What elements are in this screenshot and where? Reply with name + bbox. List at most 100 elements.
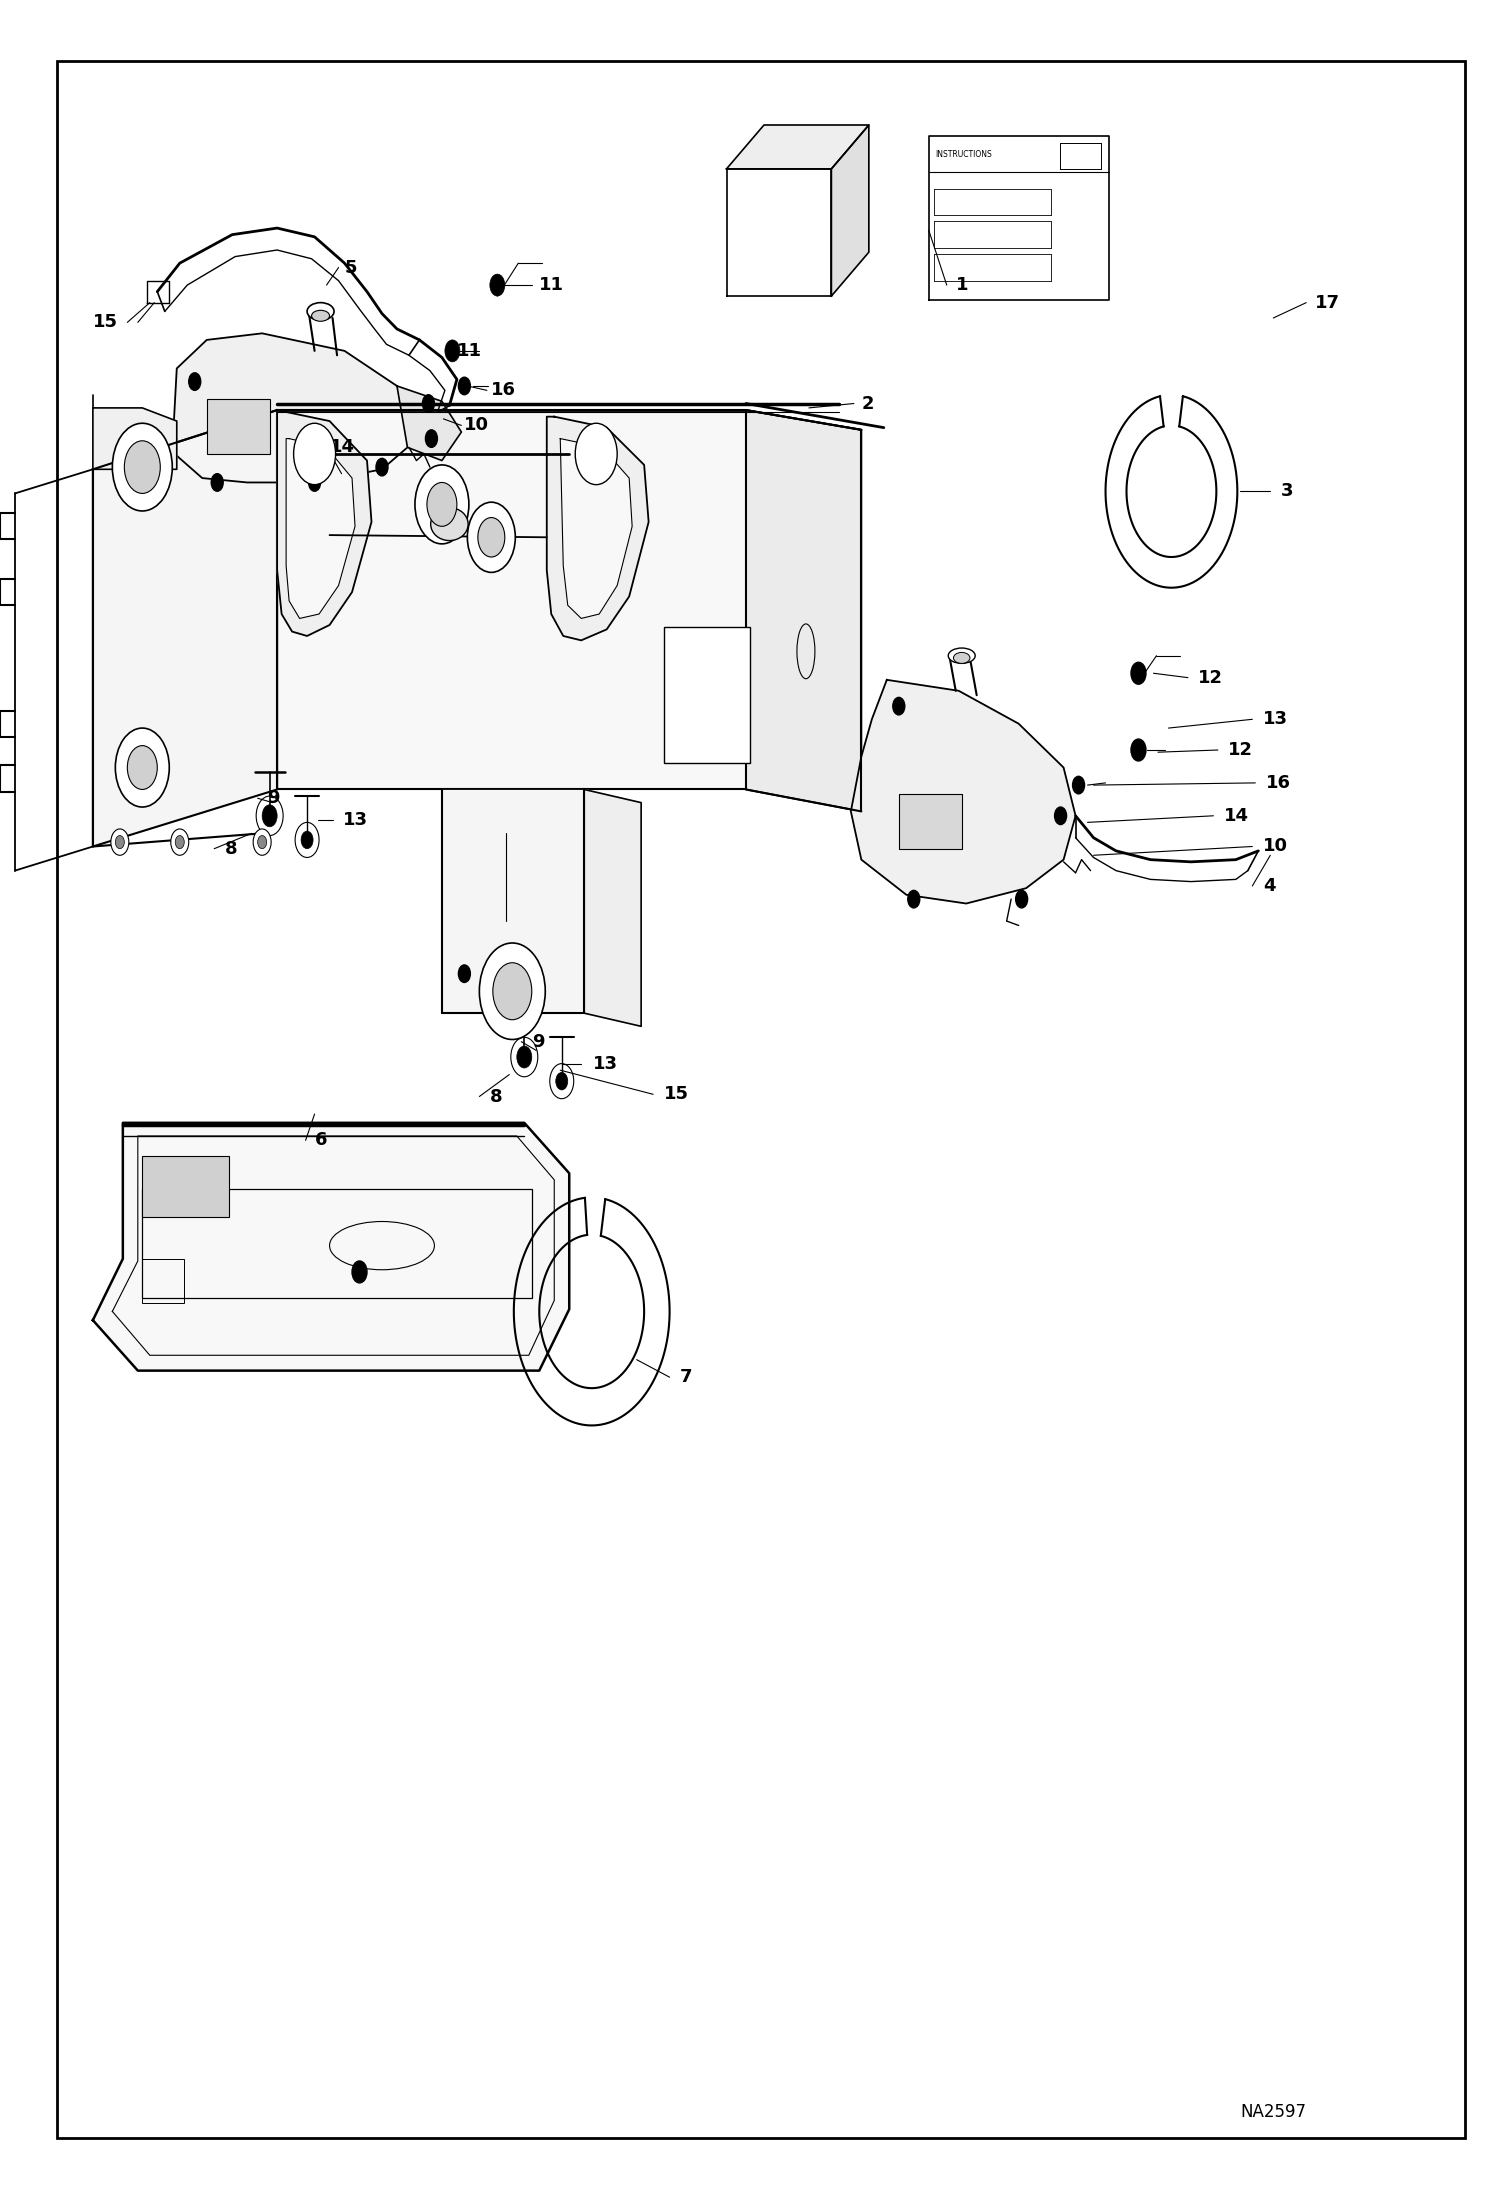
Circle shape [422, 395, 434, 412]
Text: 17: 17 [1315, 294, 1341, 311]
Bar [207, 399, 270, 454]
Circle shape [189, 373, 201, 390]
Text: 16: 16 [491, 382, 517, 399]
Bar [664, 627, 750, 763]
Circle shape [493, 963, 532, 1020]
Circle shape [458, 965, 470, 982]
Ellipse shape [431, 509, 467, 539]
Text: 12: 12 [1228, 741, 1254, 759]
Circle shape [556, 1072, 568, 1090]
Circle shape [427, 482, 457, 526]
Circle shape [517, 1046, 532, 1068]
Text: 13: 13 [1263, 711, 1288, 728]
Text: 7: 7 [680, 1368, 692, 1386]
Circle shape [352, 1261, 367, 1283]
Polygon shape [277, 410, 746, 789]
Circle shape [258, 836, 267, 849]
Polygon shape [286, 439, 355, 618]
Ellipse shape [312, 311, 330, 322]
Circle shape [112, 423, 172, 511]
Bar [142, 1259, 184, 1303]
Polygon shape [277, 410, 372, 636]
Text: 8: 8 [225, 840, 237, 857]
Circle shape [175, 836, 184, 849]
Polygon shape [929, 136, 1109, 300]
Circle shape [309, 474, 321, 491]
Text: 13: 13 [593, 1055, 619, 1072]
Polygon shape [560, 439, 632, 618]
Circle shape [127, 746, 157, 789]
Circle shape [253, 829, 271, 855]
Polygon shape [93, 1123, 569, 1371]
Ellipse shape [307, 303, 334, 320]
Text: 16: 16 [1266, 774, 1291, 792]
Circle shape [1131, 739, 1146, 761]
Bar [142, 1156, 229, 1217]
Circle shape [294, 423, 336, 485]
Circle shape [171, 829, 189, 855]
Polygon shape [851, 680, 1076, 904]
Circle shape [575, 423, 617, 485]
Circle shape [124, 441, 160, 493]
Polygon shape [397, 386, 461, 461]
Circle shape [488, 965, 500, 982]
Text: INSTRUCTIONS: INSTRUCTIONS [935, 149, 992, 158]
Circle shape [1131, 662, 1146, 684]
Polygon shape [727, 169, 831, 296]
Circle shape [376, 458, 388, 476]
Polygon shape [172, 333, 416, 482]
Bar [899, 794, 962, 849]
Text: 6: 6 [315, 1132, 327, 1149]
Circle shape [262, 805, 277, 827]
Text: 9: 9 [267, 789, 279, 807]
Circle shape [478, 518, 505, 557]
Text: 9: 9 [532, 1033, 544, 1050]
Circle shape [467, 502, 515, 572]
Text: 12: 12 [1198, 669, 1224, 686]
Circle shape [479, 943, 545, 1039]
Polygon shape [147, 281, 169, 303]
Circle shape [1073, 776, 1085, 794]
Text: 1: 1 [956, 276, 968, 294]
Circle shape [908, 890, 920, 908]
Circle shape [445, 340, 460, 362]
Circle shape [490, 274, 505, 296]
Polygon shape [93, 410, 277, 846]
Text: 14: 14 [330, 439, 355, 456]
Text: 4: 4 [1263, 877, 1275, 895]
Circle shape [521, 965, 533, 982]
Circle shape [425, 430, 437, 447]
Polygon shape [93, 408, 177, 469]
Polygon shape [727, 125, 869, 169]
Circle shape [301, 831, 313, 849]
Text: 10: 10 [464, 417, 490, 434]
Text: 10: 10 [1263, 838, 1288, 855]
Text: 8: 8 [490, 1088, 502, 1105]
Circle shape [1016, 890, 1028, 908]
Circle shape [1055, 807, 1067, 825]
Text: 3: 3 [1281, 482, 1293, 500]
Polygon shape [547, 417, 649, 640]
Polygon shape [831, 125, 869, 296]
Text: 13: 13 [343, 811, 369, 829]
Text: 15: 15 [93, 314, 118, 331]
Ellipse shape [948, 649, 975, 664]
Polygon shape [746, 410, 861, 811]
Bar [142, 1189, 532, 1298]
Text: 11: 11 [539, 276, 565, 294]
Circle shape [111, 829, 129, 855]
Text: NA2597: NA2597 [1240, 2103, 1306, 2121]
Circle shape [115, 728, 169, 807]
Text: 14: 14 [1224, 807, 1249, 825]
Polygon shape [442, 789, 584, 1013]
Circle shape [211, 474, 223, 491]
Text: 2: 2 [861, 395, 873, 412]
Circle shape [415, 465, 469, 544]
Text: 15: 15 [664, 1086, 689, 1103]
Circle shape [115, 836, 124, 849]
Polygon shape [584, 789, 641, 1026]
Circle shape [893, 697, 905, 715]
Text: 11: 11 [457, 342, 482, 360]
Circle shape [458, 377, 470, 395]
Ellipse shape [953, 654, 971, 664]
